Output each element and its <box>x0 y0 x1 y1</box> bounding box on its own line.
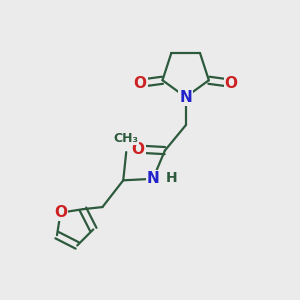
Text: O: O <box>132 142 145 157</box>
Text: O: O <box>225 76 238 91</box>
Text: CH₃: CH₃ <box>114 132 139 145</box>
Text: H: H <box>166 171 177 184</box>
Text: N: N <box>147 171 159 186</box>
Text: O: O <box>134 76 147 91</box>
Text: N: N <box>179 90 192 105</box>
Text: O: O <box>54 205 67 220</box>
